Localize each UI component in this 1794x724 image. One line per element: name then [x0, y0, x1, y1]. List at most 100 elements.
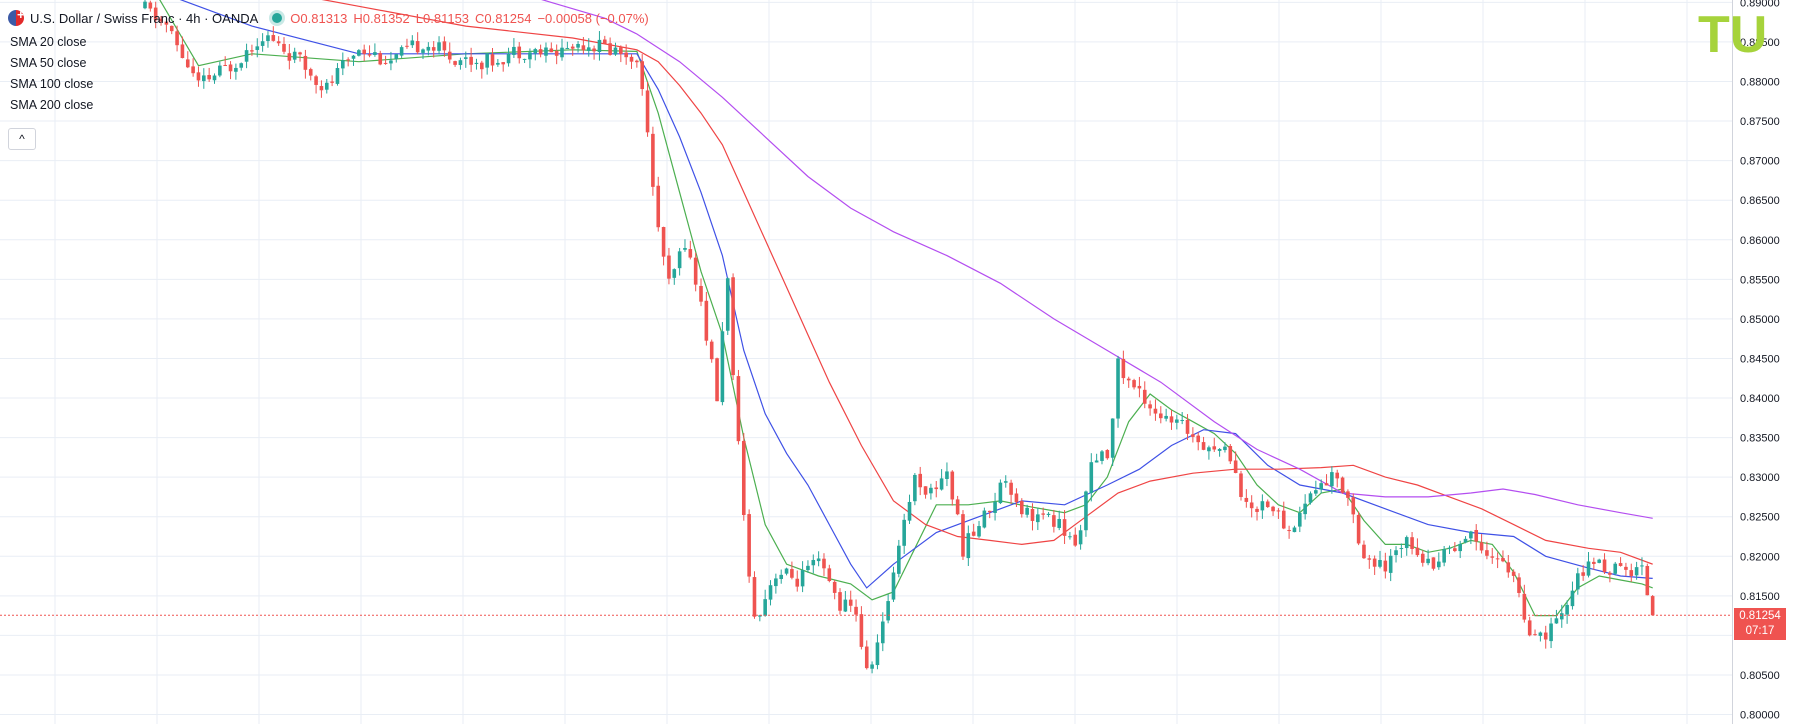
candle-body [218, 65, 222, 76]
candle-body [699, 285, 703, 302]
candle-body [1244, 497, 1249, 502]
candle-body [1217, 449, 1222, 451]
candle-body [276, 41, 281, 44]
candle-body [645, 90, 650, 133]
candle-body [1533, 634, 1537, 636]
indicator-sma20[interactable]: SMA 20 close [10, 35, 87, 49]
candle-body [1126, 378, 1131, 381]
price-tick-label: 0.85500 [1740, 274, 1780, 286]
candle-body [1490, 556, 1495, 558]
tradingview-logo-icon[interactable]: TU [1698, 8, 1788, 56]
candle-body [1495, 558, 1500, 560]
candle-body [816, 558, 821, 562]
candle-body [431, 47, 436, 51]
ohlc-low: L0.81153 [415, 10, 470, 26]
candle-body [1191, 434, 1195, 437]
candle-body [1052, 515, 1056, 527]
candle-body [811, 559, 816, 566]
candle-body [1207, 447, 1211, 452]
candle-body [822, 558, 826, 569]
candle-body [1158, 413, 1163, 419]
candle-body [1287, 530, 1291, 532]
grid [0, 0, 1732, 724]
candle-body [1469, 531, 1473, 539]
candle-body [1485, 550, 1489, 556]
candle-body [1078, 530, 1083, 545]
candle-body [410, 40, 415, 46]
candle-body [1233, 460, 1238, 473]
sma-line-sma-50 [179, 0, 1653, 589]
candle-body [1003, 481, 1008, 483]
candle-body [1148, 404, 1152, 409]
symbol-title[interactable]: U.S. Dollar / Swiss Franc · 4h · OANDA [30, 10, 259, 26]
candle-body [538, 49, 543, 55]
candle-body [319, 86, 324, 91]
candle-body [405, 45, 409, 47]
candle-body [287, 53, 292, 61]
candle-body [1201, 442, 1206, 450]
candle-body [1030, 509, 1035, 521]
candle-body [399, 47, 404, 56]
candle-body [613, 47, 618, 55]
candle-body [228, 64, 233, 72]
candle-body [223, 65, 227, 67]
candle-body [1100, 451, 1104, 461]
market-status-icon[interactable] [272, 13, 283, 23]
candle-body [1576, 573, 1580, 590]
candle-body [1517, 577, 1521, 593]
candle-body [1420, 553, 1425, 563]
candle-body [303, 55, 308, 70]
usd-chf-flag-icon [8, 10, 24, 26]
candle-body [1645, 565, 1650, 596]
candle-body [870, 664, 874, 669]
candle-body [763, 599, 767, 616]
candles [143, 0, 1655, 674]
price-tick-label: 0.86500 [1740, 195, 1780, 207]
candle-body [806, 565, 810, 571]
candle-body [522, 58, 527, 60]
bar-countdown: 07:17 [1745, 625, 1775, 637]
candle-body [656, 185, 661, 228]
candle-body [1196, 435, 1201, 443]
candle-body [1559, 613, 1564, 620]
sma-line-sma-20 [159, 0, 1653, 617]
candle-body [1511, 571, 1516, 576]
candle-body [1586, 561, 1591, 576]
candle-body [1009, 482, 1013, 495]
candle-body [1330, 472, 1334, 487]
candle-body [1372, 558, 1377, 567]
candle-body [597, 39, 602, 52]
candle-body [314, 76, 318, 85]
candle-body [1164, 415, 1168, 419]
candle-body [389, 60, 393, 64]
candle-body [1581, 572, 1585, 576]
candle-body [1185, 419, 1190, 434]
candle-body [1501, 557, 1505, 562]
price-tick-label: 0.87000 [1740, 156, 1780, 168]
candle-body [1068, 536, 1072, 538]
candle-body [378, 53, 383, 65]
candle-body [1351, 497, 1356, 515]
last-price-value: 0.81254 [1739, 610, 1781, 622]
candle-body [1447, 547, 1452, 549]
collapse-indicators-button[interactable]: ^ [8, 128, 36, 150]
indicator-sma100[interactable]: SMA 100 close [10, 77, 94, 91]
candle-body [341, 60, 345, 69]
candle-body [517, 46, 522, 59]
indicator-sma50[interactable]: SMA 50 close [10, 56, 87, 70]
candle-body [1570, 590, 1575, 607]
candle-body [565, 48, 570, 50]
price-tick-label: 0.80000 [1740, 710, 1780, 722]
price-tick-label: 0.88000 [1740, 76, 1780, 88]
candle-body [1388, 555, 1393, 573]
candle-body [1319, 483, 1323, 490]
candle-body [704, 300, 709, 341]
price-tick-label: 0.87500 [1740, 116, 1780, 128]
price-axis[interactable]: 0.800000.805000.810000.815000.820000.825… [1740, 0, 1780, 722]
candle-body [175, 31, 179, 46]
candle-body [939, 478, 944, 490]
candle-body [506, 53, 511, 64]
indicator-sma200[interactable]: SMA 200 close [10, 98, 94, 112]
candle-body [848, 599, 853, 606]
